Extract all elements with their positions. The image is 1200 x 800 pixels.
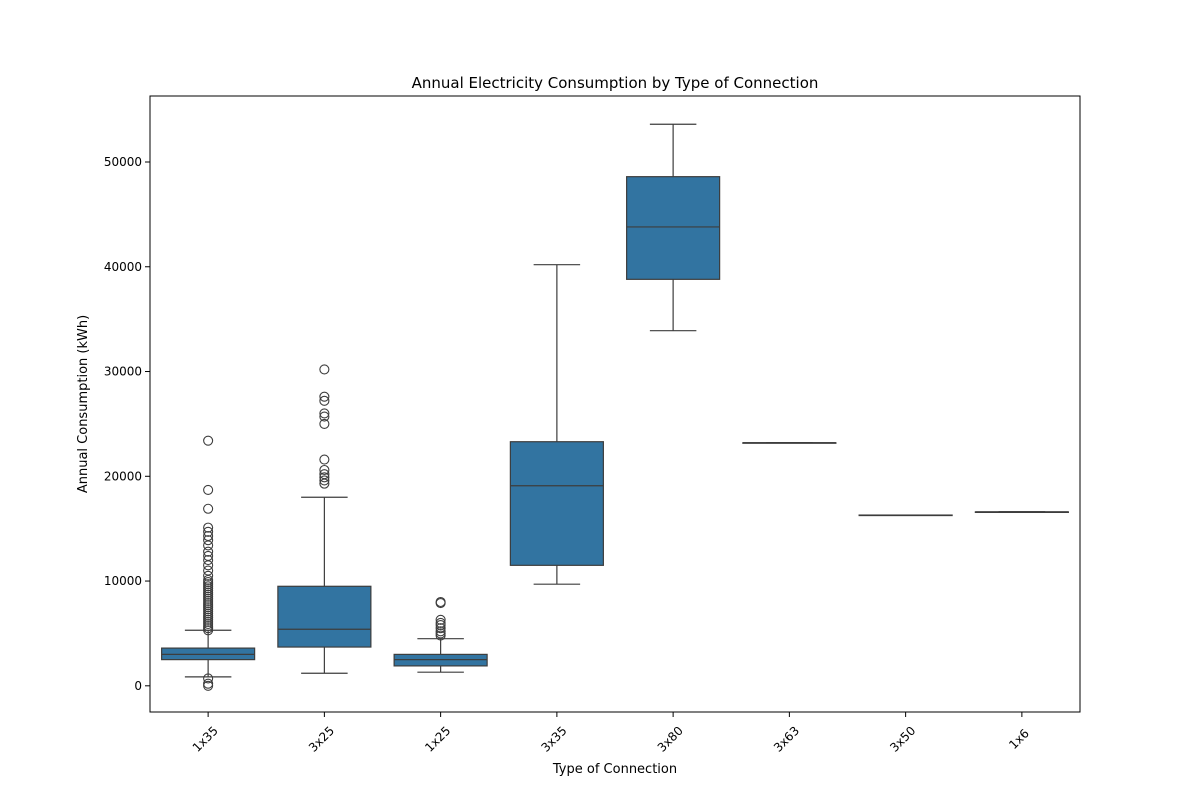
y-tick-label: 10000 bbox=[104, 574, 142, 588]
outlier-point bbox=[203, 535, 214, 546]
plot-frame bbox=[149, 95, 1081, 713]
outlier-point bbox=[203, 435, 214, 446]
outlier-point bbox=[203, 546, 214, 557]
outlier-point bbox=[435, 626, 446, 637]
outlier-point bbox=[203, 530, 214, 542]
y-tick-label: 50000 bbox=[104, 155, 142, 169]
outlier-point bbox=[319, 469, 330, 480]
outlier-point bbox=[319, 391, 330, 402]
outlier-point bbox=[319, 472, 330, 483]
outlier-point bbox=[203, 503, 214, 514]
outlier-point bbox=[203, 673, 214, 684]
y-tick-label: 40000 bbox=[104, 260, 142, 274]
outlier-point bbox=[203, 565, 214, 576]
outlier-point bbox=[319, 408, 330, 419]
y-tick-label: 20000 bbox=[104, 469, 142, 483]
outlier-point bbox=[319, 464, 330, 476]
outlier-point bbox=[435, 623, 446, 634]
plot-area: 0 10000 20000 30000 40000 50000 1x35 3x25 1x25 3x… bbox=[104, 95, 1081, 755]
outlier-point bbox=[203, 570, 214, 581]
outlier-point bbox=[203, 550, 214, 561]
x-tick-label: 3x50 bbox=[887, 724, 918, 755]
x-axis-label: Type of Connection bbox=[552, 762, 677, 777]
x-tick-label: 3x80 bbox=[655, 724, 686, 755]
y-axis-label: Annual Consumption (kWh) bbox=[76, 315, 91, 493]
outlier-point bbox=[319, 418, 330, 429]
x-tick-label: 3x63 bbox=[771, 724, 802, 755]
outlier-point bbox=[319, 364, 330, 375]
outlier-point bbox=[435, 614, 446, 625]
box-3x35 bbox=[509, 441, 604, 566]
box-3x25 bbox=[277, 585, 372, 648]
outlier-point bbox=[203, 522, 214, 533]
outlier-point bbox=[435, 617, 446, 629]
x-tick-label: 3x25 bbox=[306, 724, 337, 755]
outlier-point bbox=[203, 560, 214, 571]
x-tick-label: 3x35 bbox=[538, 724, 569, 755]
box-3x80 bbox=[626, 176, 721, 280]
outlier-point bbox=[319, 475, 330, 486]
outlier-point bbox=[203, 540, 214, 551]
x-tick-label: 1x35 bbox=[190, 724, 221, 755]
outlier-point bbox=[203, 484, 214, 495]
chart-title: Annual Electricity Consumption by Type o… bbox=[412, 74, 819, 92]
outlier-point bbox=[203, 678, 214, 689]
outlier-point bbox=[203, 555, 214, 566]
outlier-point bbox=[319, 395, 330, 406]
outlier-point bbox=[435, 596, 446, 608]
outlier-point bbox=[203, 526, 214, 537]
outlier-point bbox=[319, 454, 330, 465]
x-tick-label: 1x6 bbox=[1006, 726, 1032, 752]
y-tick-label: 30000 bbox=[104, 365, 142, 379]
y-tick-label: 0 bbox=[134, 679, 142, 693]
outlier-point bbox=[435, 628, 446, 639]
x-tick-label: 1x25 bbox=[422, 724, 453, 755]
outlier-point bbox=[319, 411, 330, 422]
